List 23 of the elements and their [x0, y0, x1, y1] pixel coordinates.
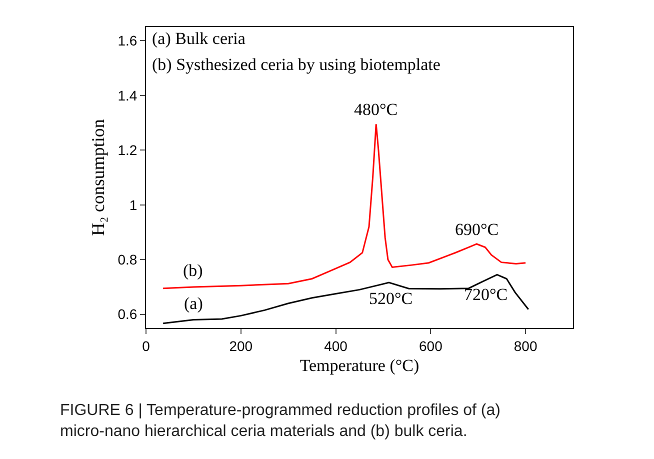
y-tick-label: 0.8	[118, 251, 138, 268]
y-tick-label: 1.6	[118, 32, 138, 49]
caption: FIGURE 6 | Temperature-programmed reduction profiles of (a) micro-nano hierarchical ceria materials and (b) bulk ceria.	[60, 402, 500, 440]
annotation: 690°C	[455, 220, 499, 239]
line-series	[162, 123, 526, 290]
annotation: 520°C	[369, 289, 413, 308]
y-tick-label: 1.4	[118, 87, 138, 104]
y-tick-label: 1	[129, 196, 138, 213]
y-tick-label: 1.2	[118, 142, 138, 158]
annotation: 480°C	[354, 100, 398, 119]
series-label: (a)	[184, 294, 203, 313]
y-axis-title: H₂ consumption	[88, 119, 108, 236]
x-tick-label: 400	[324, 338, 348, 354]
x-axis-title: Temperature (°C)	[300, 356, 420, 376]
x-tick-label: 600	[418, 338, 443, 354]
x-tick-label: 0	[142, 338, 150, 354]
annotation: (a) Bulk ceria	[152, 29, 246, 48]
x-tick-label: 200	[229, 338, 253, 354]
series-label: (b)	[183, 261, 203, 280]
annotation: 720°C	[464, 285, 508, 304]
y-tick-label: 0.6	[118, 306, 138, 322]
annotation: (b) Systhesized ceria by using biotemplate	[152, 55, 440, 74]
x-tick-label: 800	[514, 338, 538, 354]
